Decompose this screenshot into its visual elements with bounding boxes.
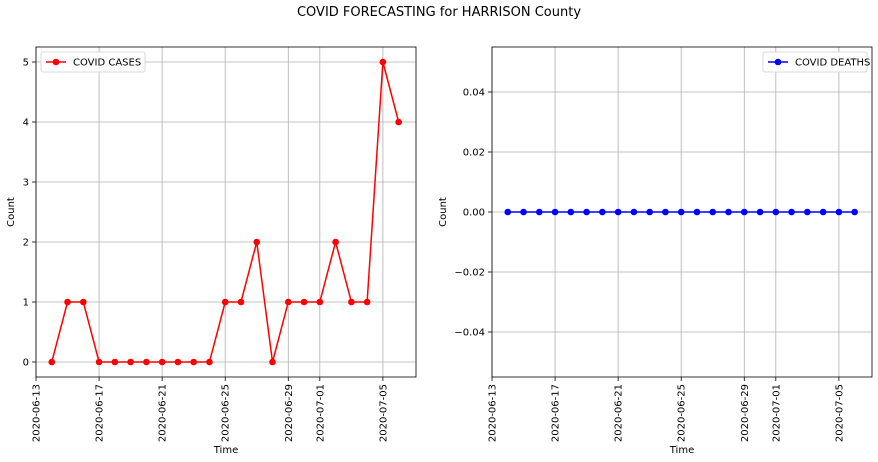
y-tick-label: −0.04 [454, 328, 485, 339]
data-point [819, 208, 827, 216]
data-point [284, 298, 292, 306]
y-axis-label: Count [6, 197, 17, 227]
data-point [662, 208, 669, 216]
data-point [677, 208, 685, 216]
data-point [551, 208, 559, 216]
x-tick-label: 2020-06-29 [284, 384, 295, 442]
data-point [599, 208, 606, 216]
data-point [804, 208, 811, 216]
data-point [221, 298, 229, 306]
data-point [583, 208, 590, 216]
y-tick-label: −0.02 [454, 268, 485, 279]
x-tick-label: 2020-06-25 [677, 384, 688, 442]
data-point [646, 208, 653, 216]
x-tick-label: 2020-07-01 [771, 384, 782, 442]
data-point [348, 298, 355, 306]
x-tick-label: 2020-06-17 [95, 384, 106, 442]
data-point [740, 208, 748, 216]
data-point [630, 208, 638, 216]
x-tick-label: 2020-07-01 [315, 384, 326, 442]
data-point [332, 238, 339, 246]
x-tick-label: 2020-06-21 [158, 384, 169, 442]
y-tick-label: 0.00 [463, 208, 485, 219]
data-point [772, 208, 780, 216]
data-point [395, 118, 402, 126]
legend-label: COVID CASES [73, 58, 141, 69]
data-point [95, 358, 103, 366]
data-point [127, 358, 134, 366]
data-point [64, 298, 71, 306]
data-point [835, 208, 843, 216]
data-point [269, 358, 276, 366]
data-point [851, 208, 858, 216]
data-point [253, 238, 261, 246]
data-point [190, 358, 197, 366]
legend-box [40, 51, 146, 73]
y-tick-label: 2 [23, 238, 29, 249]
data-point [300, 298, 308, 306]
data-point [504, 208, 512, 216]
data-point [237, 298, 245, 306]
data-point [614, 208, 622, 216]
data-point [788, 208, 795, 216]
x-tick-label: 2020-07-05 [834, 384, 845, 442]
plot-panel-2: 2020-06-13 2020-06-17 2020-06-21 2020-06-25… [438, 46, 873, 456]
x-axis-label: Time [669, 445, 694, 456]
x-tick-label: 2020-06-13 [488, 384, 499, 442]
x-tick-label: 2020-06-29 [740, 384, 751, 442]
x-tick-label: 2020-06-21 [614, 384, 625, 442]
data-point [363, 298, 371, 306]
data-point [316, 298, 324, 306]
x-tick-label: 2020-06-13 [32, 384, 43, 442]
y-tick-label: 0.02 [463, 148, 485, 159]
y-axis-label: Count [438, 197, 449, 227]
x-axis-label: Time [213, 445, 238, 456]
data-point [725, 208, 732, 216]
legend-marker [52, 58, 60, 66]
data-point [536, 208, 543, 216]
y-tick-label: 0 [23, 358, 29, 369]
data-point [48, 358, 56, 366]
data-point [693, 208, 701, 216]
plot-panel-1: 2020-06-13 2020-06-17 2020-06-21 2020-06-25… [6, 46, 417, 456]
data-point [158, 358, 166, 366]
legend-marker [774, 58, 782, 66]
data-point [379, 58, 387, 66]
legend-box [762, 51, 868, 73]
y-tick-label: 4 [23, 118, 29, 129]
x-tick-label: 2020-06-17 [551, 384, 562, 442]
y-tick-label: 1 [23, 298, 29, 309]
x-tick-label: 2020-06-25 [221, 384, 232, 442]
x-tick-label: 2020-07-05 [378, 384, 389, 442]
y-tick-label: 3 [23, 178, 29, 189]
y-tick-label: 5 [23, 58, 29, 69]
data-point [174, 358, 182, 366]
data-point [567, 208, 575, 216]
figure-title: COVID FORECASTING for HARRISON County [296, 5, 582, 20]
data-point [206, 358, 213, 366]
data-point [520, 208, 527, 216]
data-point [111, 358, 119, 366]
legend-label: COVID DEATHS [795, 58, 870, 69]
data-point [756, 208, 764, 216]
y-tick-label: 0.04 [463, 88, 485, 99]
data-point [80, 298, 87, 306]
axes-frame [35, 46, 417, 378]
data-point [143, 358, 150, 366]
data-point [709, 208, 717, 216]
